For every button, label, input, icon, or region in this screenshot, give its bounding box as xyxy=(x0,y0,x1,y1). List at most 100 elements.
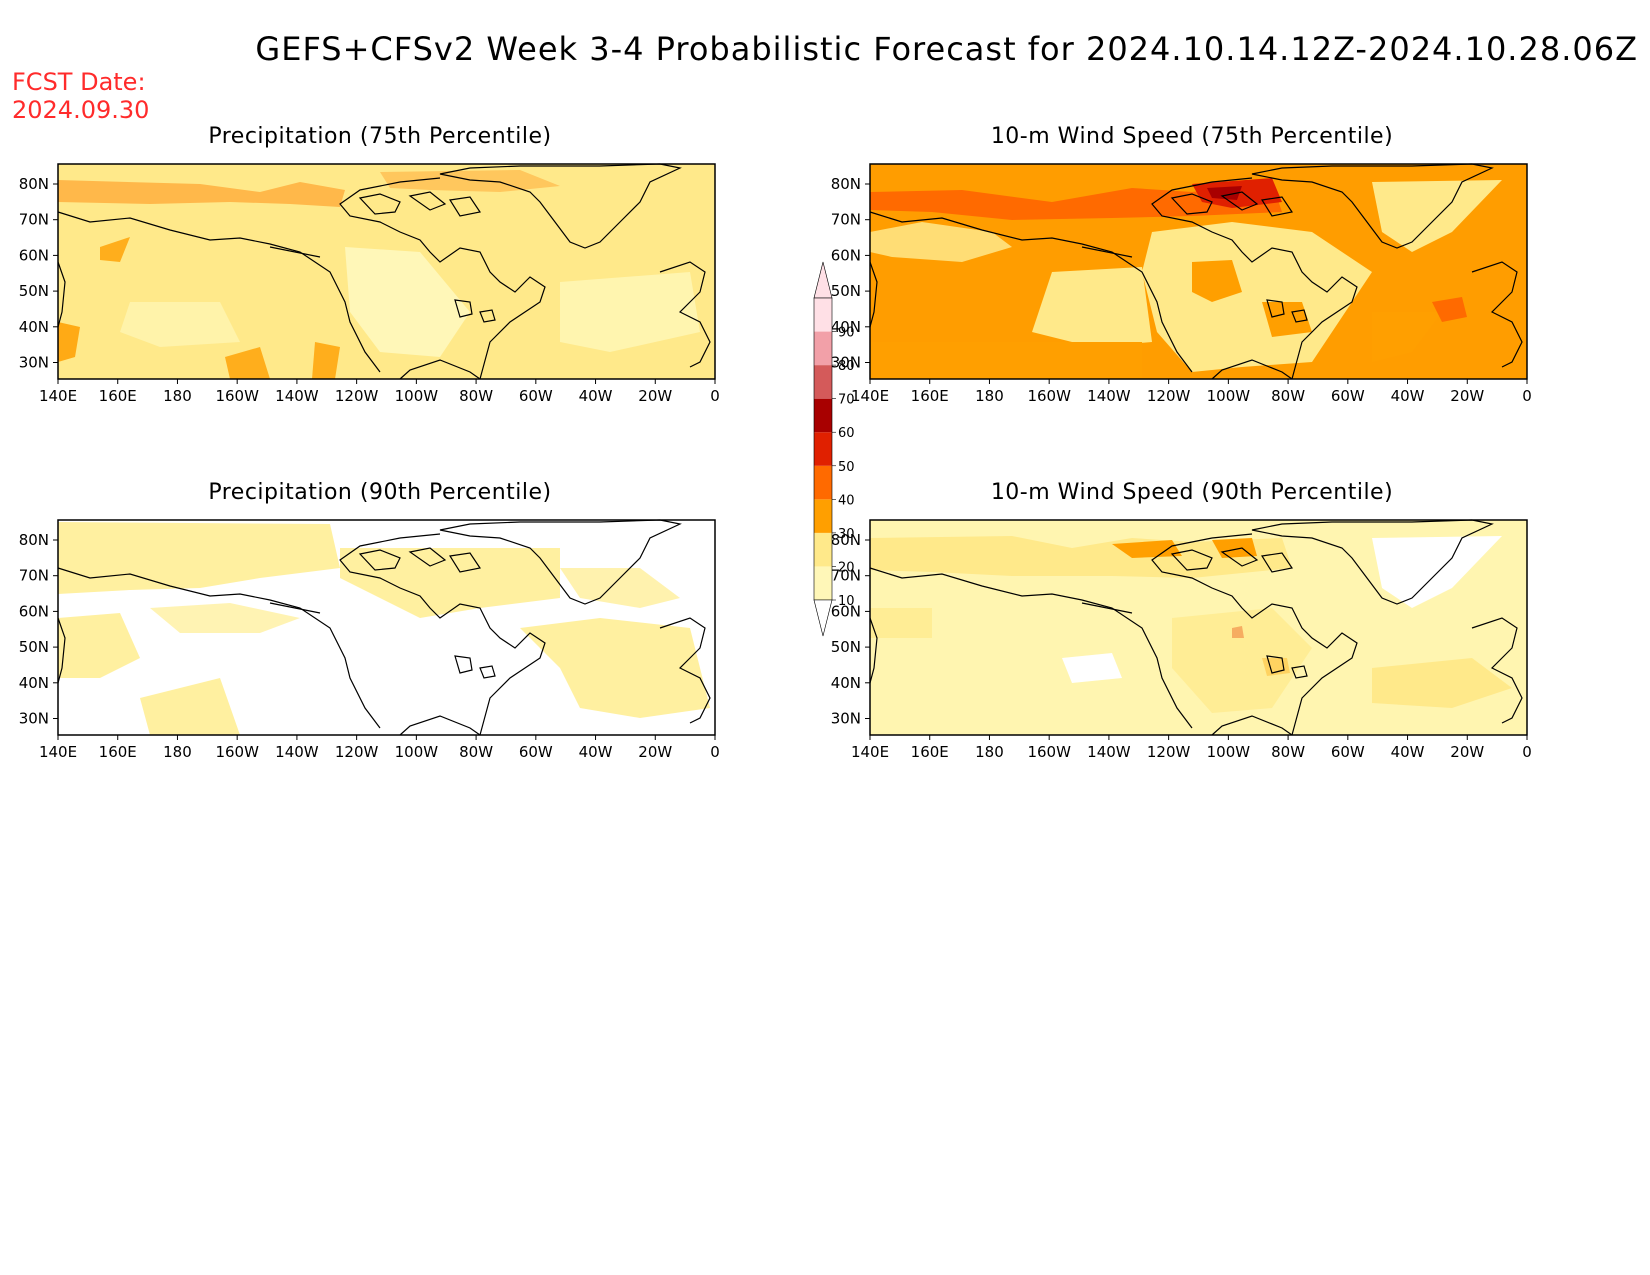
forecast-date-value: 2024.09.30 xyxy=(12,96,150,124)
colorbar-label: 50 xyxy=(838,460,855,475)
panel-precip-90: Precipitation (90th Percentile) 140E 160E… xyxy=(0,480,760,780)
colorbar-label: 80 xyxy=(838,359,855,374)
lon-tick-label: 0 xyxy=(710,387,720,405)
map-precip-90: 140E 160E 180 160W 140W 120W 100W 80W 60W 40W 20W 0… xyxy=(19,519,720,761)
lon-tick-label: 80W xyxy=(1271,387,1305,405)
lat-tick-label: 30N xyxy=(19,354,49,372)
map-frame xyxy=(869,519,1528,736)
lon-tick-label: 140W xyxy=(1087,387,1131,405)
lon-tick-label: 40W xyxy=(579,387,613,405)
coastline-layer xyxy=(869,519,1523,736)
map-wind-90: 140E 160E 180 160W 140W 120W 100W 80W 60W 40W 20W 0… xyxy=(831,519,1532,761)
map-wind-75: 140E 160E 180 160W 140W 120W 100W 80W 60W 40W 20W 0… xyxy=(831,163,1532,405)
coastline-layer xyxy=(57,163,711,380)
lon-tick-label: 140W xyxy=(275,743,319,761)
lon-tick-label: 40W xyxy=(1391,387,1425,405)
colorbar-label: 10 xyxy=(838,594,855,609)
lon-axis: 140E 160E 180 160W 140W 120W 100W 80W 60W 40W 20W 0 xyxy=(39,735,720,761)
lon-tick-label: 140E xyxy=(851,387,889,405)
lat-tick-label: 50N xyxy=(19,638,49,656)
panel-title: 10-m Wind Speed (75th Percentile) xyxy=(990,124,1394,149)
lat-tick-label: 30N xyxy=(19,710,49,728)
lat-tick-label: 50N xyxy=(19,282,49,300)
colorbar-swatch xyxy=(814,298,832,332)
lat-axis: 80N 70N 60N 50N 40N 30N xyxy=(19,531,58,728)
lat-tick-label: 80N xyxy=(831,175,861,193)
lon-tick-label: 100W xyxy=(395,387,439,405)
colorbar-swatch xyxy=(814,365,832,399)
lon-tick-label: 60W xyxy=(1331,743,1365,761)
lon-tick-label: 140W xyxy=(275,387,319,405)
forecast-date: FCST Date: 2024.09.30 xyxy=(12,68,149,124)
lat-tick-label: 80N xyxy=(19,531,49,549)
lat-tick-label: 80N xyxy=(19,175,49,193)
forecast-date-label: FCST Date: xyxy=(12,68,146,96)
lon-tick-label: 140W xyxy=(1087,743,1131,761)
lon-tick-label: 140E xyxy=(39,387,77,405)
lon-tick-label: 160W xyxy=(215,743,259,761)
map-frame xyxy=(57,163,716,380)
lon-tick-label: 140E xyxy=(851,743,889,761)
lat-tick-label: 70N xyxy=(19,211,49,229)
colorbar-label: 60 xyxy=(838,426,855,441)
lat-axis: 80N 70N 60N 50N 40N 30N xyxy=(19,175,58,372)
panel-title: Precipitation (75th Percentile) xyxy=(208,124,552,149)
colorbar-label: 70 xyxy=(838,393,855,408)
colorbar-swatch xyxy=(814,499,832,533)
panel-wind-75: 10-m Wind Speed (75th Percentile) xyxy=(812,124,1572,424)
lon-axis: 140E 160E 180 160W 140W 120W 100W 80W 60W 40W 20W 0 xyxy=(39,379,720,405)
lon-tick-label: 40W xyxy=(579,743,613,761)
lon-tick-label: 160E xyxy=(99,387,137,405)
panel-title: Precipitation (90th Percentile) xyxy=(208,480,552,505)
colorbar-swatch xyxy=(814,566,832,600)
lon-axis: 140E 160E 180 160W 140W 120W 100W 80W 60W 40W 20W 0 xyxy=(851,735,1532,761)
lon-tick-label: 160E xyxy=(911,743,949,761)
colorbar: 10 20 30 40 50 60 70 80 90 xyxy=(800,261,860,692)
colorbar-swatch xyxy=(814,331,832,366)
coastline-layer xyxy=(57,519,711,736)
lon-tick-label: 0 xyxy=(1522,387,1532,405)
lon-tick-label: 120W xyxy=(1147,743,1191,761)
main-title: GEFS+CFSv2 Week 3-4 Probabilistic Foreca… xyxy=(255,30,1638,68)
colorbar-swatch xyxy=(814,465,832,500)
map-precip-75: 140E 160E 180 160W 140W 120W 100W 80W 60W 40W 20W 0… xyxy=(19,163,720,405)
lat-tick-label: 30N xyxy=(831,354,861,372)
lon-tick-label: 120W xyxy=(1147,387,1191,405)
lon-tick-label: 180 xyxy=(975,387,1004,405)
lon-tick-label: 0 xyxy=(1522,743,1532,761)
map-frame xyxy=(57,519,716,736)
colorbar-min-arrow xyxy=(813,599,833,637)
lon-tick-label: 160E xyxy=(99,743,137,761)
lon-tick-label: 140E xyxy=(39,743,77,761)
lon-tick-label: 120W xyxy=(335,743,379,761)
map-frame xyxy=(869,163,1528,380)
shading-layer xyxy=(58,170,700,379)
shading-layer xyxy=(870,536,1512,713)
lon-tick-label: 80W xyxy=(459,743,493,761)
lat-tick-label: 40N xyxy=(19,318,49,336)
colorbar-swatch xyxy=(814,398,832,433)
lat-axis: 80N 70N 60N 50N 40N 30N xyxy=(831,531,870,728)
lon-tick-label: 60W xyxy=(1331,387,1365,405)
lat-tick-label: 70N xyxy=(831,567,861,585)
lon-tick-label: 20W xyxy=(1450,743,1484,761)
lon-tick-label: 20W xyxy=(638,387,672,405)
lat-tick-label: 50N xyxy=(831,282,861,300)
lon-tick-label: 180 xyxy=(163,387,192,405)
lon-tick-label: 180 xyxy=(163,743,192,761)
colorbar-swatch xyxy=(814,432,832,466)
shading-layer xyxy=(58,522,710,735)
panel-title: 10-m Wind Speed (90th Percentile) xyxy=(990,480,1394,505)
lon-tick-label: 20W xyxy=(1450,387,1484,405)
lon-tick-label: 60W xyxy=(519,387,553,405)
coastline-layer xyxy=(869,163,1523,380)
lon-tick-label: 40W xyxy=(1391,743,1425,761)
lon-tick-label: 180 xyxy=(975,743,1004,761)
lat-tick-label: 50N xyxy=(831,638,861,656)
lat-tick-label: 40N xyxy=(19,674,49,692)
lon-tick-label: 60W xyxy=(519,743,553,761)
lon-tick-label: 100W xyxy=(1207,387,1251,405)
panel-wind-90: 10-m Wind Speed (90th Percentile) 140 xyxy=(812,480,1572,780)
lon-tick-label: 0 xyxy=(710,743,720,761)
lat-tick-label: 30N xyxy=(831,710,861,728)
